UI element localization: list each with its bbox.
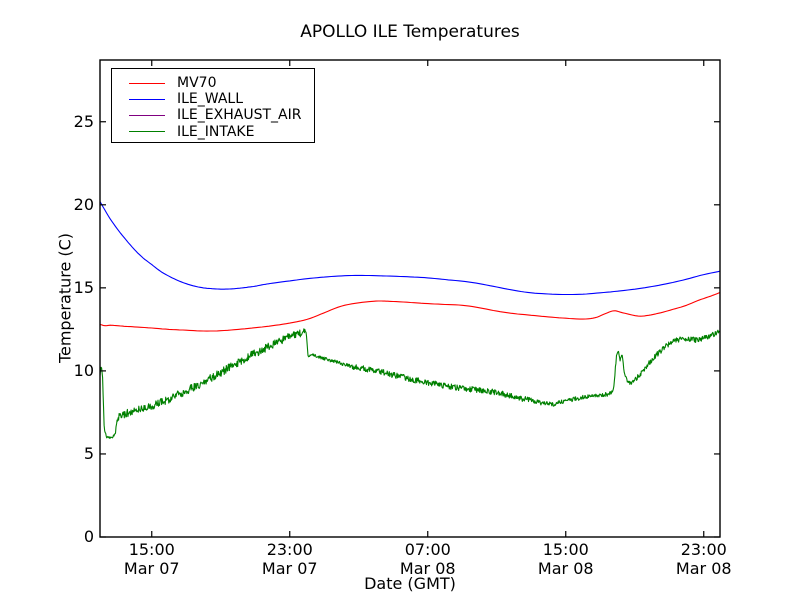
chart-title: APOLLO ILE Temperatures xyxy=(300,22,520,42)
legend-line-sample xyxy=(129,114,165,116)
y-tick-label: 10 xyxy=(73,360,94,380)
x-tick-date: Mar 08 xyxy=(399,559,456,578)
legend: MV70 ILE_WALL ILE_EXHAUST_AIR ILE_INTAKE xyxy=(111,68,315,143)
x-tick-label: 15:00 Mar 07 xyxy=(97,540,207,578)
y-tick-label: 0 xyxy=(83,527,94,546)
legend-entry-ile-intake: ILE_INTAKE xyxy=(112,124,314,140)
x-tick-label: 23:00 Mar 08 xyxy=(649,540,759,578)
y-tick-label: 5 xyxy=(83,443,94,463)
y-tick-label: 25 xyxy=(73,111,94,131)
x-tick-date: Mar 07 xyxy=(261,559,318,578)
x-tick-time: 07:00 xyxy=(404,540,451,559)
legend-entry-mv70: MV70 xyxy=(112,75,314,91)
x-axis-label: Date (GMT) xyxy=(364,574,456,593)
x-tick-date: Mar 07 xyxy=(123,559,180,578)
legend-entry-ile-wall: ILE_WALL xyxy=(112,91,314,107)
x-tick-time: 15:00 xyxy=(542,540,589,559)
legend-entry-ile-exhaust-air: ILE_EXHAUST_AIR xyxy=(112,107,314,123)
x-tick-label: 15:00 Mar 08 xyxy=(511,540,621,578)
y-tick-label: 15 xyxy=(73,277,94,297)
legend-label: MV70 xyxy=(177,75,217,92)
x-tick-time: 23:00 xyxy=(266,540,313,559)
legend-label: ILE_EXHAUST_AIR xyxy=(177,107,302,124)
legend-line-sample xyxy=(129,131,165,133)
x-tick-time: 15:00 xyxy=(128,540,175,559)
x-tick-label: 23:00 Mar 07 xyxy=(235,540,345,578)
x-tick-date: Mar 08 xyxy=(675,559,732,578)
x-tick-time: 23:00 xyxy=(680,540,727,559)
legend-label: ILE_WALL xyxy=(177,91,244,108)
y-tick-label: 20 xyxy=(73,194,94,214)
legend-line-sample xyxy=(129,98,165,100)
x-tick-label: 07:00 Mar 08 xyxy=(373,540,483,578)
y-axis-label: Temperature (C) xyxy=(55,232,75,364)
legend-label: ILE_INTAKE xyxy=(177,123,255,140)
legend-line-sample xyxy=(129,82,165,84)
x-tick-date: Mar 08 xyxy=(537,559,594,578)
